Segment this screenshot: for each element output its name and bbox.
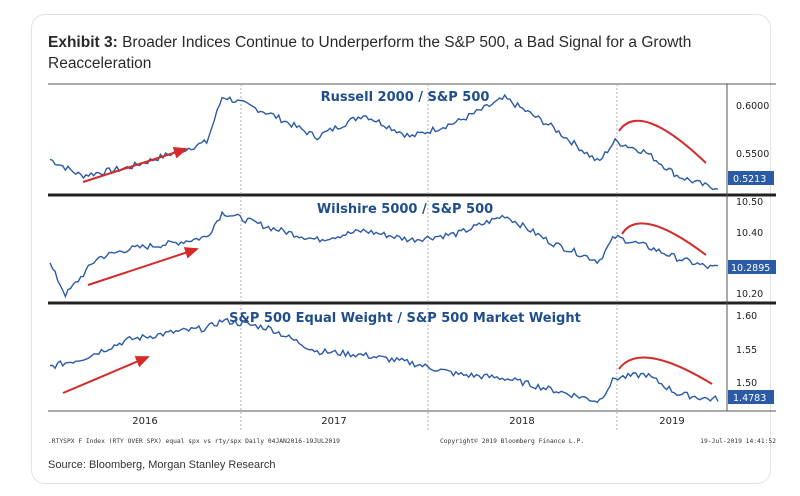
xtick-label-2016: 2016 bbox=[132, 416, 157, 427]
ytick-label: 10.50 bbox=[736, 197, 763, 208]
series-line-equal-weight bbox=[49, 317, 719, 404]
footer-copyright: Copyright© 2019 Bloomberg Finance L.P. bbox=[440, 438, 584, 445]
ytick-label: 1.60 bbox=[736, 311, 757, 322]
xtick-label-2017: 2017 bbox=[321, 416, 346, 427]
trend-arc-equal-weight bbox=[618, 356, 713, 385]
ytick-label: 10.20 bbox=[736, 289, 763, 300]
ytick-label: 0.5500 bbox=[736, 149, 769, 160]
last-value-box-russell bbox=[728, 171, 774, 185]
series-line-wilshire bbox=[49, 210, 719, 299]
last-value-russell: 0.5213 bbox=[733, 174, 766, 185]
panel1-yticks: 0.6000 0.5500 bbox=[736, 101, 769, 160]
last-value-wilshire: 10.2895 bbox=[731, 263, 770, 274]
panel2-title: Wilshire 5000 / S&P 500 bbox=[317, 202, 493, 217]
title-text: Broader Indices Continue to Underperform… bbox=[48, 34, 692, 72]
panel3-title: S&P 500 Equal Weight / S&P 500 Market We… bbox=[229, 311, 581, 326]
trend-arrow-equal-weight bbox=[62, 356, 150, 394]
trend-arc-russell bbox=[618, 119, 707, 164]
trend-arrow-russell bbox=[82, 146, 188, 183]
ytick-label: 1.50 bbox=[736, 378, 757, 389]
ytick-label: 10.40 bbox=[736, 228, 763, 239]
series-line-russell bbox=[49, 93, 719, 191]
exhibit-label: Exhibit 3: bbox=[48, 34, 118, 51]
chart-card bbox=[31, 14, 771, 484]
xtick-label-2018: 2018 bbox=[509, 416, 534, 427]
trend-arrow-wilshire bbox=[87, 247, 199, 286]
panel1-title: Russell 2000 / S&P 500 bbox=[321, 90, 490, 105]
panel2-yticks: 10.50 10.40 10.20 bbox=[736, 197, 763, 300]
panel3-yticks: 1.60 1.55 1.50 bbox=[736, 311, 757, 389]
ytick-label: 1.55 bbox=[736, 345, 757, 356]
last-value-box-equal-weight bbox=[728, 390, 774, 404]
footer-index-info: .RTYSPX F Index (RTY OVER SPX) equal spx… bbox=[48, 438, 340, 445]
ytick-label: 0.6000 bbox=[736, 101, 769, 112]
chart-title: Exhibit 3: Broader Indices Continue to U… bbox=[48, 32, 748, 74]
last-value-equal-weight: 1.4783 bbox=[733, 393, 766, 404]
footer-timestamp: 19-Jul-2019 14:41:52 bbox=[700, 438, 776, 445]
source-note: Source: Bloomberg, Morgan Stanley Resear… bbox=[48, 459, 276, 471]
trend-arc-wilshire bbox=[621, 222, 707, 256]
last-value-box-wilshire bbox=[728, 260, 776, 274]
xtick-label-2019: 2019 bbox=[659, 416, 684, 427]
